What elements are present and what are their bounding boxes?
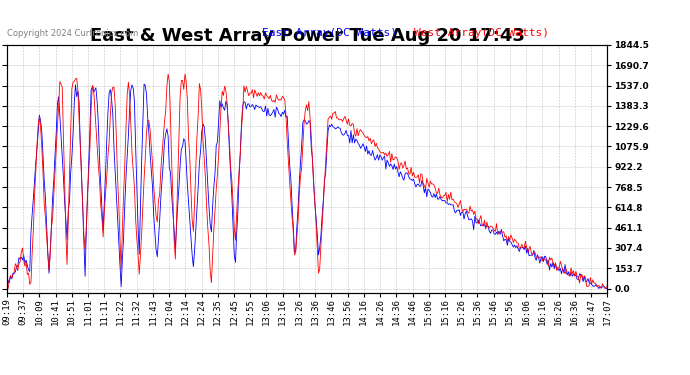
Text: East Array(DC Watts): East Array(DC Watts) <box>262 27 397 38</box>
Text: Copyright 2024 Curtronics.com: Copyright 2024 Curtronics.com <box>7 28 138 38</box>
Text: West Array(DC Watts): West Array(DC Watts) <box>414 27 549 38</box>
Title: East & West Array Power Tue Aug 20 17:43: East & West Array Power Tue Aug 20 17:43 <box>90 27 524 45</box>
